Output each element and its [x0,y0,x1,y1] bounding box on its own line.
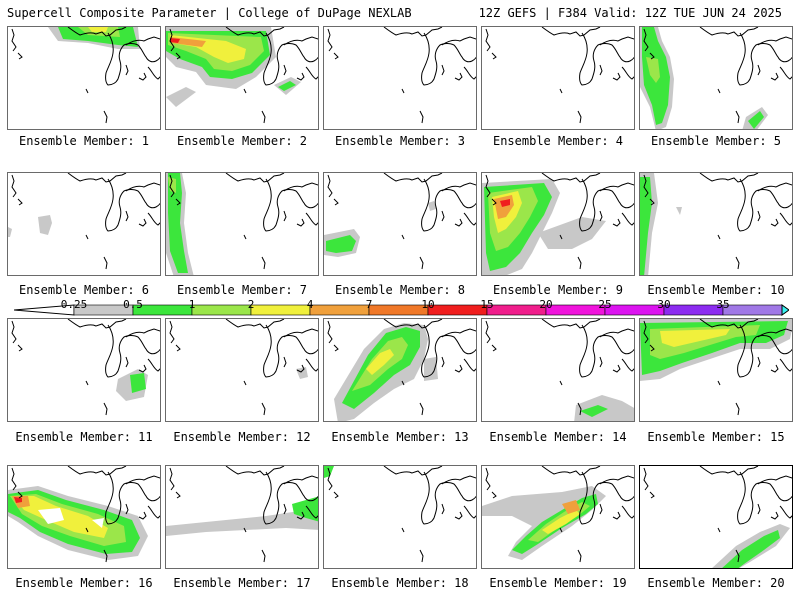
ensemble-caption-15: Ensemble Member: 15 [647,430,785,444]
colorbar [14,304,789,316]
ensemble-caption-8: Ensemble Member: 8 [334,283,466,297]
ensemble-map-1 [11,27,160,124]
ensemble-panel-8 [323,172,477,276]
ensemble-caption-19: Ensemble Member: 19 [489,576,627,590]
ensemble-caption-9: Ensemble Member: 9 [492,283,624,297]
colorbar-label-7: 10 [421,298,435,311]
ensemble-map-2 [166,27,318,124]
ensemble-map-3 [327,27,476,124]
colorbar-bin-4 [250,304,311,316]
colorbar-label-10: 25 [598,298,612,311]
title-right: 12Z GEFS | F384 Valid: 12Z TUE JUN 24 20… [478,6,782,20]
title-left: Supercell Composite Parameter | College … [7,6,412,20]
colorbar-bin-11 [663,304,724,316]
colorbar-label-4: 2 [247,298,255,311]
ensemble-panel-4 [481,26,635,130]
colorbar-label-2: 0.5 [123,298,143,311]
ensemble-map-18 [324,466,476,563]
ensemble-panel-10 [639,172,793,276]
colorbar-label-6: 7 [365,298,373,311]
ensemble-map-16 [8,466,160,563]
ensemble-map-13 [327,319,476,421]
ensemble-panel-1 [7,26,161,130]
colorbar-bin-6 [368,304,429,316]
colorbar-label-5: 4 [306,298,314,311]
ensemble-map-6 [8,173,160,270]
ensemble-map-17 [166,466,318,563]
ensemble-caption-18: Ensemble Member: 18 [331,576,469,590]
ensemble-caption-2: Ensemble Member: 2 [176,134,308,148]
ensemble-panel-6 [7,172,161,276]
ensemble-caption-14: Ensemble Member: 14 [489,430,627,444]
ensemble-map-8 [324,173,476,270]
ensemble-panel-11 [7,318,161,422]
ensemble-panel-12 [165,318,319,422]
ensemble-map-9 [482,173,634,275]
colorbar-bin-12 [722,304,783,316]
colorbar-label-1: 0.25 [60,298,88,311]
ensemble-panel-2 [165,26,319,130]
ensemble-panel-9 [481,172,635,276]
ensemble-panel-16 [7,465,161,569]
ensemble-caption-3: Ensemble Member: 3 [334,134,466,148]
ensemble-map-15 [640,319,792,416]
colorbar-label-11: 30 [657,298,671,311]
colorbar-arrow-right [781,304,789,316]
colorbar-label-3: 1 [188,298,196,311]
ensemble-caption-20: Ensemble Member: 20 [647,576,785,590]
colorbar-label-9: 20 [539,298,553,311]
ensemble-caption-1: Ensemble Member: 1 [18,134,150,148]
colorbar-bin-10 [604,304,665,316]
ensemble-panel-3 [323,26,477,130]
ensemble-panel-20 [639,465,793,569]
ensemble-map-20 [643,466,792,568]
ensemble-map-11 [11,319,160,416]
ensemble-caption-11: Ensemble Member: 11 [15,430,153,444]
ensemble-caption-13: Ensemble Member: 13 [331,430,469,444]
ensemble-caption-12: Ensemble Member: 12 [173,430,311,444]
ensemble-panel-13 [323,318,477,422]
colorbar-bin-9 [545,304,606,316]
ensemble-map-19 [482,466,634,563]
ensemble-map-7 [166,173,318,275]
ensemble-panel-19 [481,465,635,569]
ensemble-caption-4: Ensemble Member: 4 [492,134,624,148]
colorbar-bin-5 [309,304,370,316]
ensemble-panel-15 [639,318,793,422]
ensemble-caption-10: Ensemble Member: 10 [647,283,785,297]
ensemble-panel-18 [323,465,477,569]
ensemble-caption-6: Ensemble Member: 6 [18,283,150,297]
ensemble-caption-7: Ensemble Member: 7 [176,283,308,297]
ensemble-map-14 [485,319,634,421]
colorbar-label-12: 35 [716,298,730,311]
ensemble-map-10 [640,173,792,275]
ensemble-panel-5 [639,26,793,130]
ensemble-panel-14 [481,318,635,422]
ensemble-panel-7 [165,172,319,276]
ensemble-map-5 [640,27,792,129]
ensemble-map-12 [169,319,318,416]
ensemble-panel-17 [165,465,319,569]
colorbar-bin-8 [486,304,547,316]
ensemble-caption-17: Ensemble Member: 17 [173,576,311,590]
ensemble-map-4 [485,27,634,124]
colorbar-label-8: 15 [480,298,494,311]
colorbar-bin-3 [191,304,252,316]
ensemble-caption-16: Ensemble Member: 16 [15,576,153,590]
ensemble-caption-5: Ensemble Member: 5 [650,134,782,148]
colorbar-bin-7 [427,304,488,316]
